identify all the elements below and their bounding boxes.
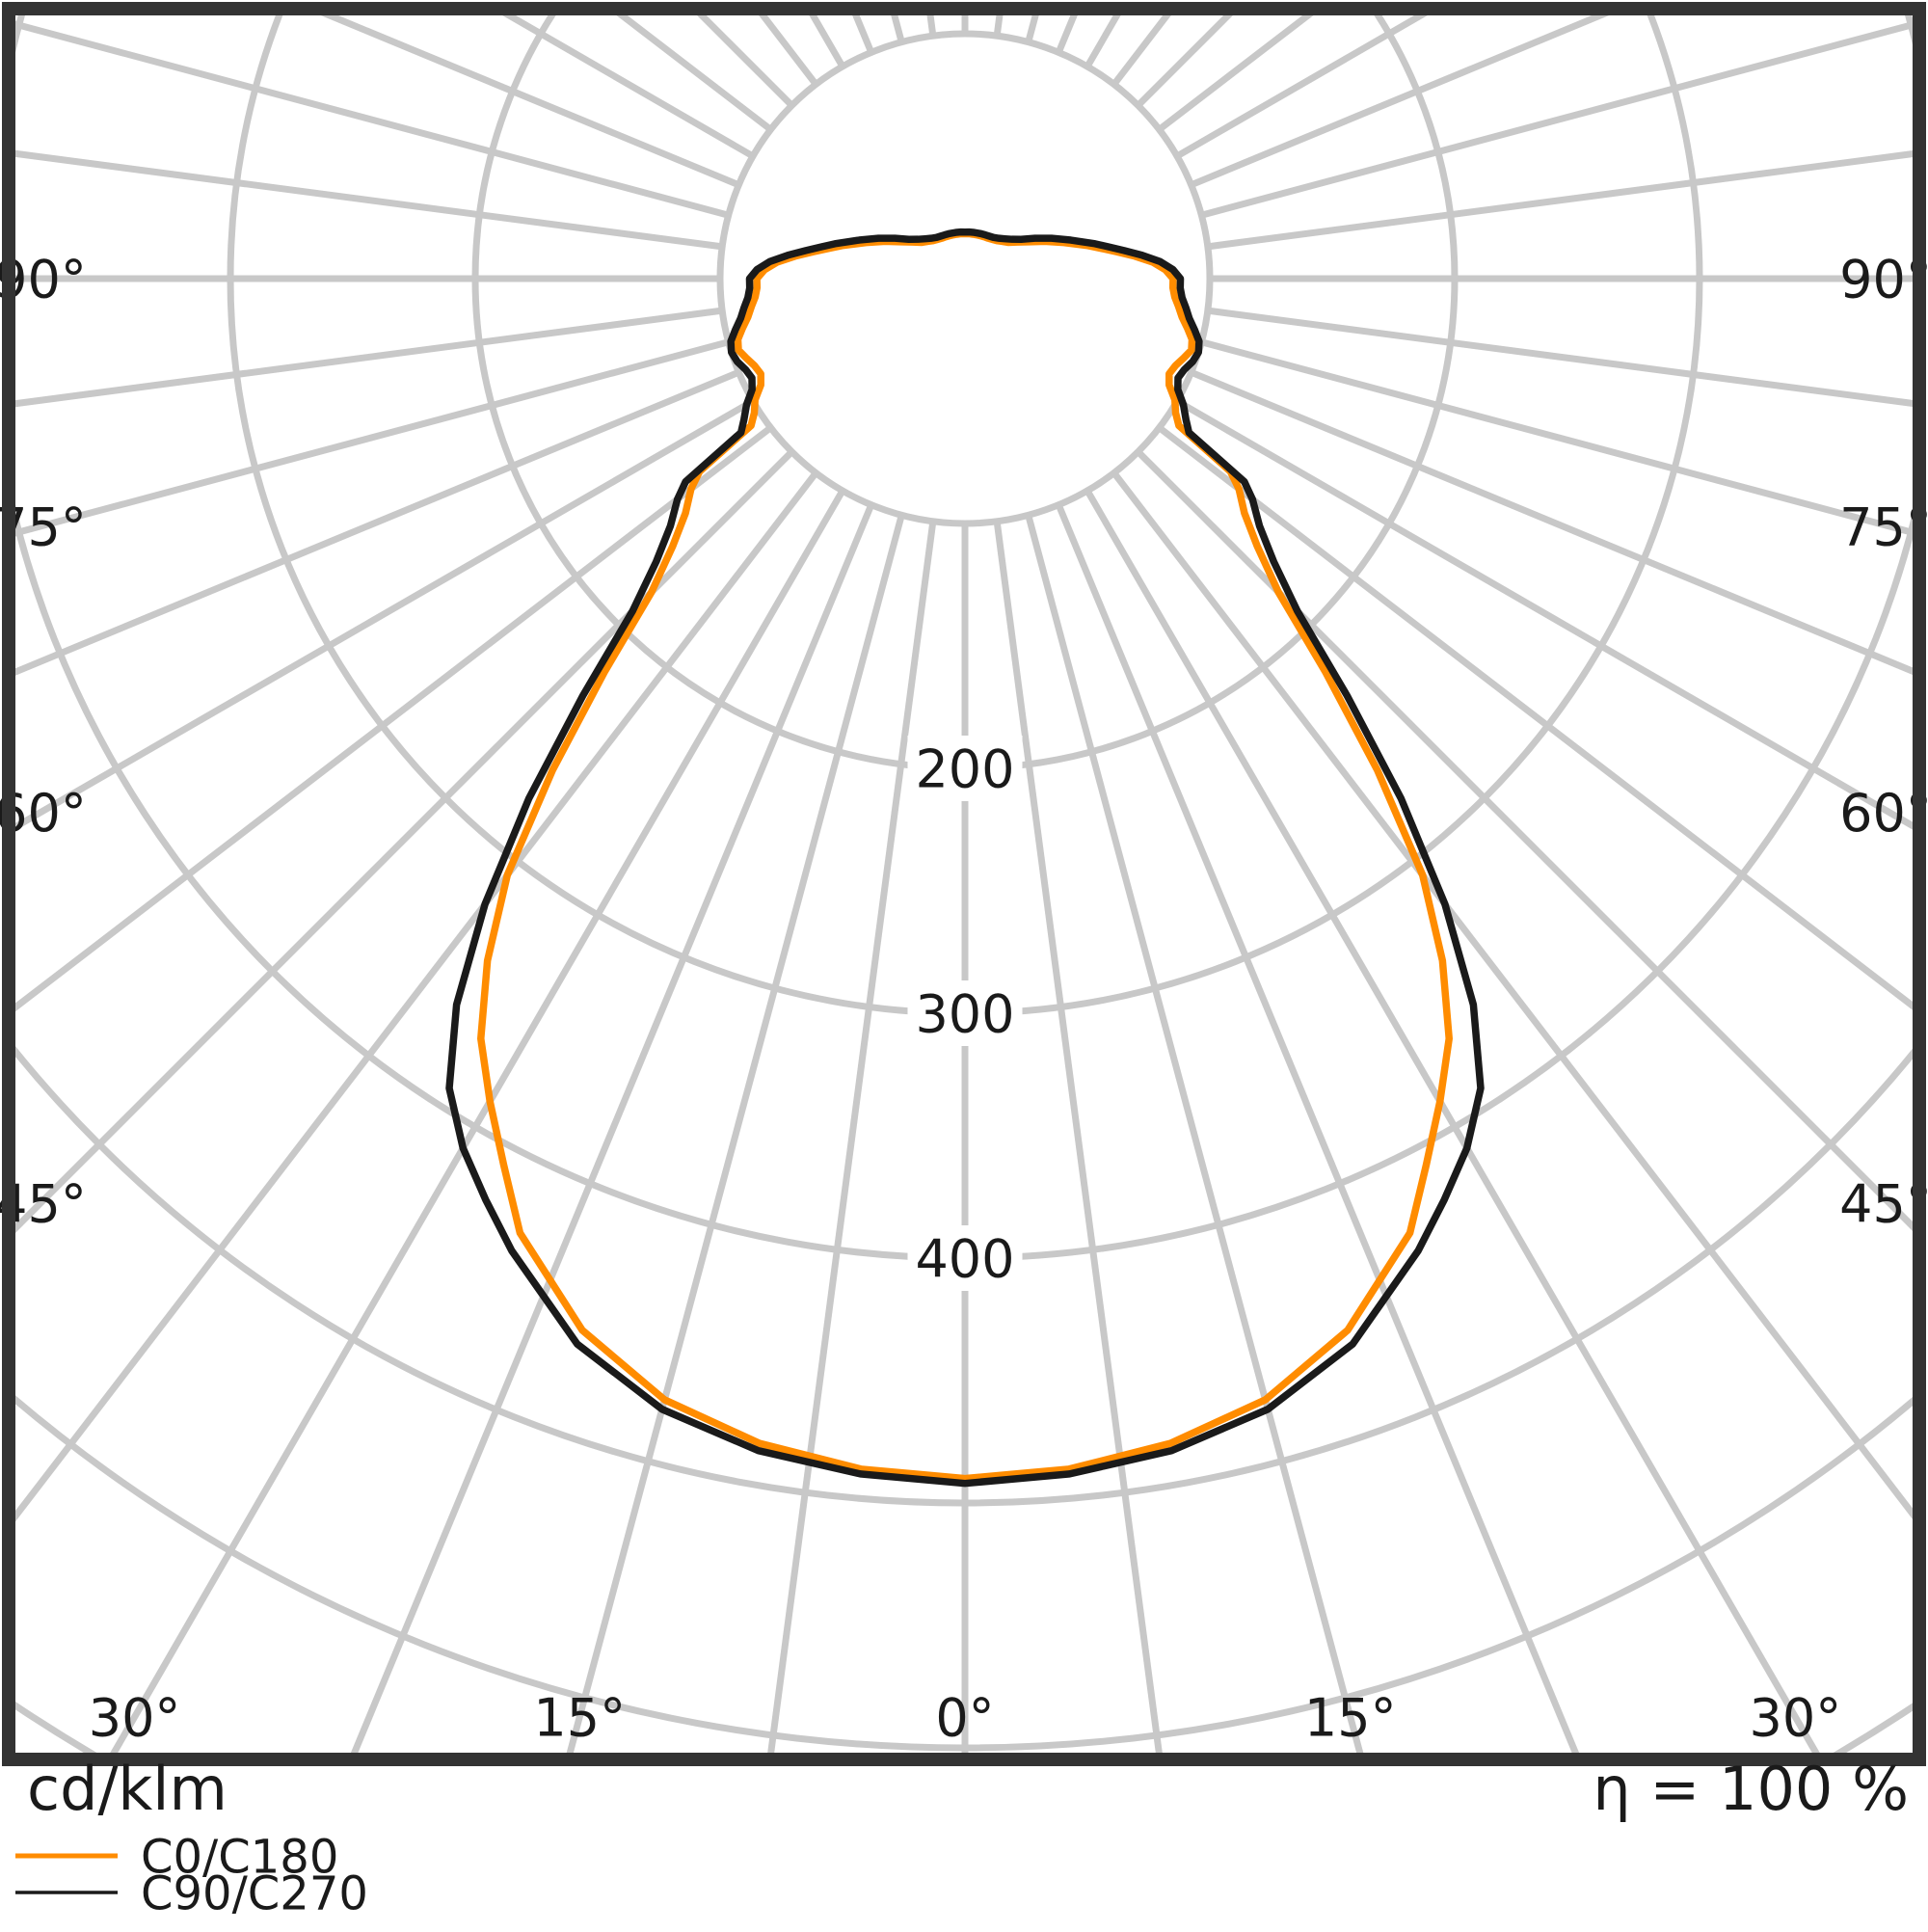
theta-label-bottom-30-r: 30° xyxy=(1750,1687,1842,1748)
theta-spoke xyxy=(1157,424,1913,1010)
theta-spoke xyxy=(1190,15,1610,189)
theta-spoke xyxy=(1207,307,1913,407)
theta-spoke xyxy=(1055,503,1580,1753)
theta-label-bottom-30-l: 30° xyxy=(89,1687,181,1748)
unit-label: cd/klm xyxy=(27,1754,228,1824)
r-tick-label-200: 200 xyxy=(915,738,1014,799)
theta-spoke xyxy=(1200,20,1913,219)
theta-spoke xyxy=(15,368,740,676)
theta-spoke xyxy=(1111,470,1913,1519)
r-tick-label-box xyxy=(907,980,1023,1046)
r-tick-label-box xyxy=(907,736,1023,801)
theta-spoke xyxy=(1190,368,1913,675)
theta-spoke xyxy=(566,514,905,1753)
r-tick-label-300: 300 xyxy=(915,983,1014,1044)
legend-label-c0-c180: C0/C180 xyxy=(141,1830,338,1884)
r-tick-label-400: 400 xyxy=(915,1228,1014,1289)
theta-spoke xyxy=(15,470,819,1522)
theta-spoke xyxy=(15,149,723,251)
theta-spoke xyxy=(1025,514,1364,1753)
theta-spoke xyxy=(15,424,773,1012)
theta-spoke xyxy=(1084,489,1820,1753)
theta-spoke xyxy=(110,489,846,1753)
r-tick-labels: 200 300 400 xyxy=(907,736,1023,1291)
r-tick-label-box xyxy=(907,1225,1023,1291)
theta-spoke xyxy=(15,397,755,831)
theta-spoke xyxy=(1136,449,1913,1231)
theta-spoke xyxy=(15,338,730,537)
curve-c90-c270 xyxy=(445,228,1485,1488)
theta-spoke xyxy=(1175,397,1913,830)
footer: cd/klm η = 100 % xyxy=(27,1754,1909,1824)
theta-label-bottom-15-l: 15° xyxy=(533,1687,626,1748)
theta-spoke xyxy=(320,15,740,189)
legend-label-c90-c270: C90/C270 xyxy=(141,1866,368,1920)
theta-spoke xyxy=(15,449,794,1233)
theta-spoke xyxy=(1200,338,1913,537)
theta-label-bottom-15-r: 15° xyxy=(1304,1687,1397,1748)
plot-frame xyxy=(2,2,1926,1766)
theta-spoke xyxy=(15,20,730,219)
theta-spoke xyxy=(993,521,1163,1753)
efficiency-label: η = 100 % xyxy=(1593,1754,1909,1824)
theta-label-bottom-0-r: 0° xyxy=(935,1687,994,1748)
theta-spoke xyxy=(767,521,937,1753)
theta-spoke xyxy=(15,307,723,408)
theta-spoke xyxy=(1207,150,1913,251)
theta-spoke xyxy=(350,503,875,1753)
